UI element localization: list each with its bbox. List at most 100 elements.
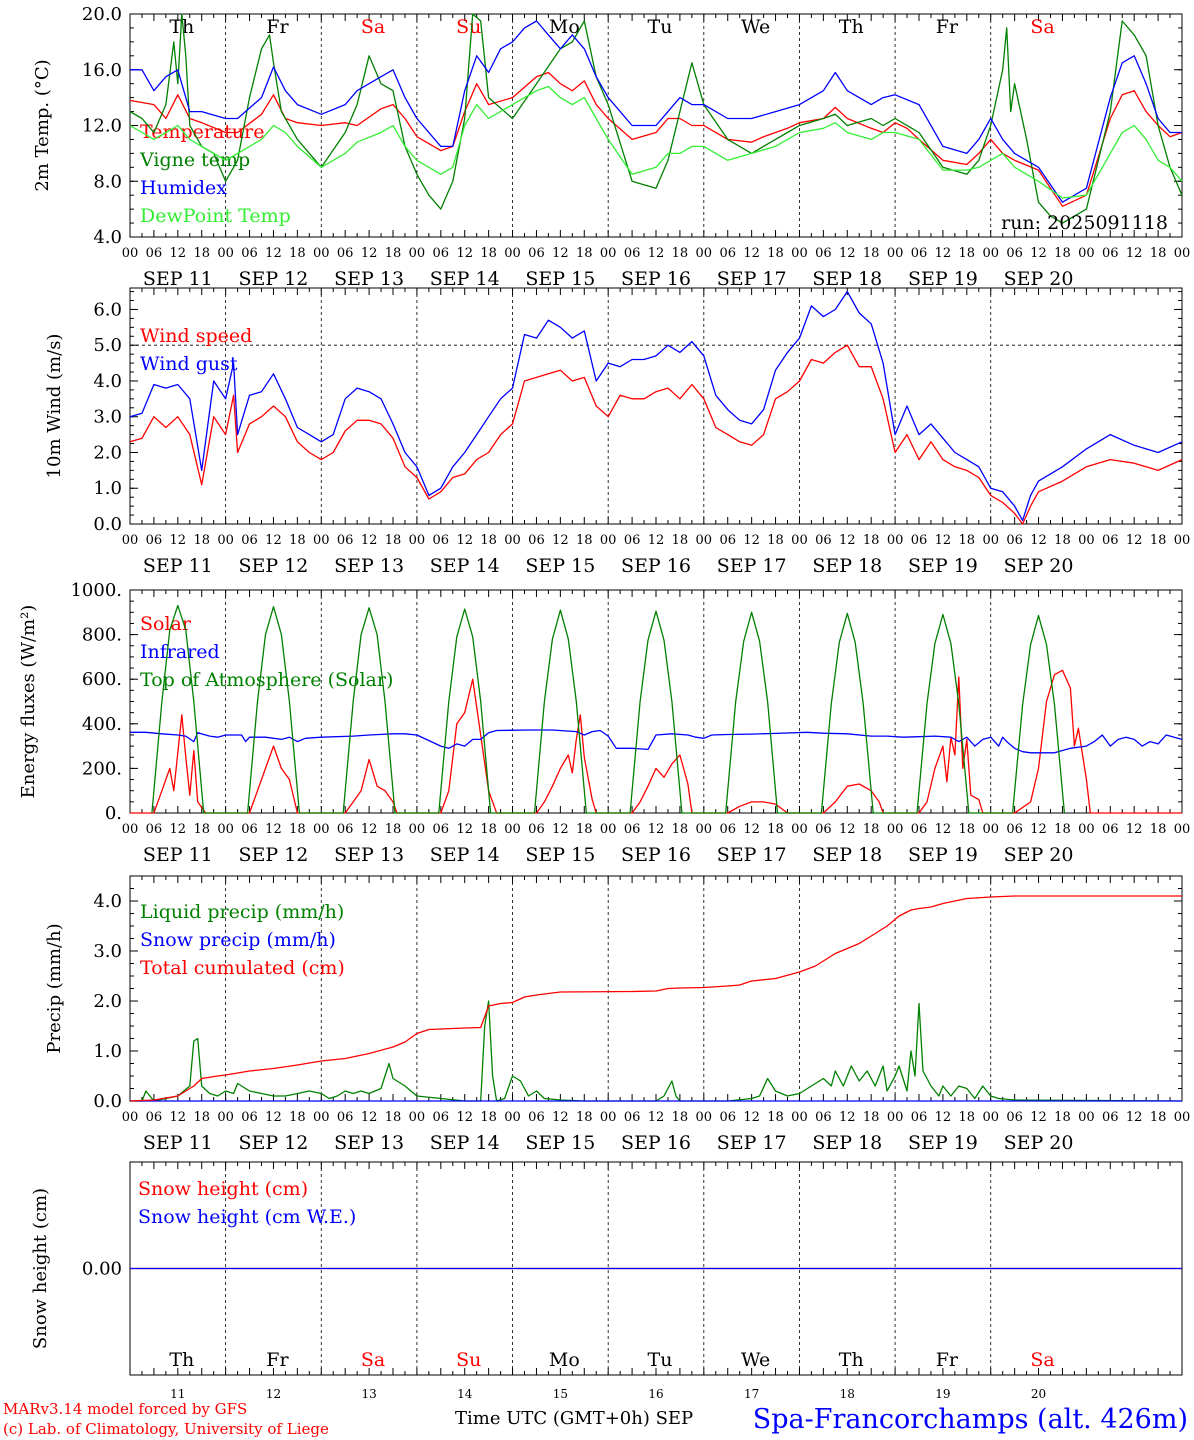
series-line [130,669,1182,814]
x-tick-label: 18 [289,246,306,261]
x-tick-label: 00 [217,246,234,261]
x-tick-label: 00 [791,533,808,548]
y-tick-label: 0.00 [82,1259,122,1280]
x-tick-label: 12 [839,533,856,548]
x-tick-label: 06 [815,1110,832,1125]
x-tick-label: 18 [863,1110,880,1125]
x-tick-label: 00 [217,533,234,548]
x-tick-label: 18 [672,1110,689,1125]
date-label: SEP 15 [525,1132,595,1154]
x-tick-label: 12 [743,822,760,837]
x-tick-label: 00 [791,246,808,261]
x-tick-label: 06 [624,246,641,261]
y-axis-label: 2m Temp. (°C) [32,59,53,191]
x-tick-label: 18 [1150,246,1167,261]
x-tick-label: 18 [959,246,976,261]
x-tick-label: 18 [767,1110,784,1125]
x-tick-label: 06 [337,246,354,261]
day-number-label: 20 [1031,1387,1046,1401]
y-tick-label: 6.0 [93,299,122,320]
series-line [129,895,1182,1102]
x-tick-label: 06 [433,822,450,837]
x-tick-label: 06 [815,246,832,261]
x-tick-label: 12 [935,533,952,548]
x-tick-label: 12 [1126,246,1143,261]
x-tick-label: 18 [385,246,402,261]
y-tick-label: 800. [82,625,122,646]
x-tick-label: 00 [791,822,808,837]
x-tick-label: 06 [146,246,163,261]
legend-entry: Humidex [140,177,227,199]
weekday-label: Tu [648,1349,673,1371]
x-tick-label: 12 [361,533,378,548]
date-label: SEP 14 [430,844,500,866]
x-tick-label: 18 [1054,246,1071,261]
y-tick-label: 1.0 [93,1041,122,1062]
weekday-label: Fr [936,16,959,38]
weekday-label: Mo [549,16,580,38]
x-tick-label: 06 [528,1110,545,1125]
x-tick-label: 00 [1078,822,1095,837]
y-tick-label: 2.0 [93,991,122,1012]
day-number-label: 18 [840,1387,855,1401]
x-tick-label: 18 [1054,822,1071,837]
x-tick-label: 18 [193,1110,210,1125]
y-axis-label: Snow height (cm) [30,1188,51,1349]
weekday-label: Tu [648,16,673,38]
date-label: SEP 17 [717,555,787,577]
x-tick-label: 18 [1150,1110,1167,1125]
weekday-label: We [741,1349,770,1371]
day-number-label: 11 [170,1387,185,1401]
x-tick-label: 18 [576,246,593,261]
x-tick-label: 06 [815,822,832,837]
panel-3: 00 06 12 18 00 06 12 18 00 06 12 18 00 06 12 18 00 06 12 18… [18,580,1190,866]
x-tick-label: 00 [600,533,617,548]
x-tick-label: 12 [456,822,473,837]
x-tick-label: 06 [146,822,163,837]
date-label: SEP 18 [812,844,882,866]
day-number-label: 13 [361,1387,376,1401]
weekday-label: Th [839,1349,864,1371]
panel-4: 00 06 12 18 00 06 12 18 00 06 12 18 00 06 12 18 00 06 12 18… [44,875,1190,1154]
x-tick-label: 00 [887,1110,904,1125]
weekday-label: Fr [936,1349,959,1371]
x-tick-label: 00 [696,246,713,261]
x-tick-label: 12 [170,1110,187,1125]
x-tick-label: 06 [624,822,641,837]
y-tick-label: 4.0 [93,891,122,912]
x-tick-label: 12 [839,246,856,261]
x-tick-label: 00 [1078,1110,1095,1125]
legend-entry: Wind speed [140,325,252,347]
date-label: SEP 20 [1004,555,1074,577]
series-line [130,1000,1183,1102]
date-label: SEP 20 [1004,844,1074,866]
weekday-label: Su [456,16,481,38]
x-tick-label: 00 [982,822,999,837]
x-tick-label: 12 [839,1110,856,1125]
x-tick-label: 06 [241,533,258,548]
x-tick-label: 00 [122,1110,139,1125]
x-tick-label: 06 [719,1110,736,1125]
x-tick-label: 18 [289,822,306,837]
x-tick-label: 06 [241,822,258,837]
series-line [151,604,1066,814]
x-tick-label: 00 [409,246,426,261]
x-tick-label: 06 [337,822,354,837]
y-axis-label: Precip (mm/h) [44,923,65,1053]
date-label: SEP 16 [621,268,691,290]
x-tick-label: 00 [696,1110,713,1125]
x-tick-label: 12 [1126,533,1143,548]
x-tick-label: 06 [624,1110,641,1125]
x-tick-label: 12 [1126,822,1143,837]
date-label: SEP 17 [717,1132,787,1154]
x-tick-label: 18 [576,822,593,837]
y-axis-label: Energy fluxes (W/m²) [18,605,39,799]
date-label: SEP 15 [525,268,595,290]
x-tick-label: 06 [146,533,163,548]
x-tick-label: 18 [672,822,689,837]
x-tick-label: 18 [385,533,402,548]
x-tick-label: 12 [743,246,760,261]
legend-entry: Top of Atmosphere (Solar) [140,669,393,691]
x-tick-label: 00 [217,822,234,837]
